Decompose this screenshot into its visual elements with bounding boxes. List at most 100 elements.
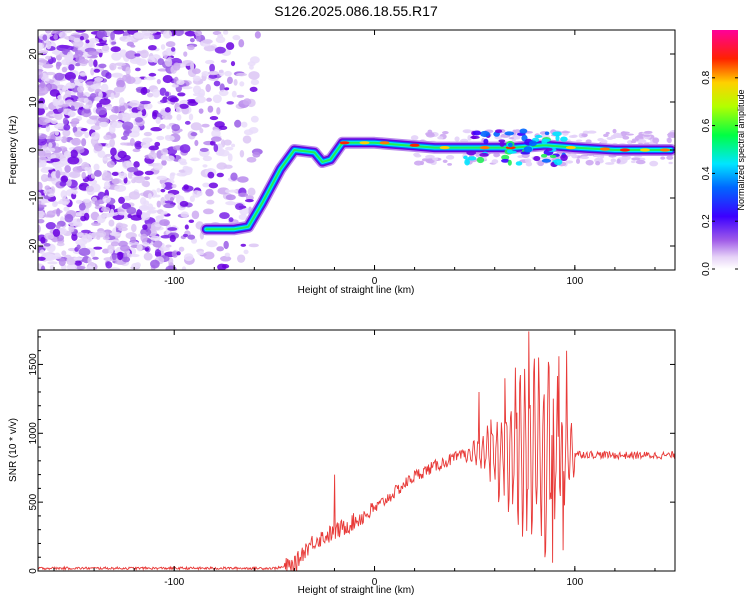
noise-blob: [612, 128, 617, 134]
noise-blob: [202, 39, 213, 44]
turbulence-blob: [483, 138, 489, 145]
noise-blob: [93, 68, 101, 73]
noise-blob: [42, 63, 54, 69]
noise-blob: [64, 214, 74, 223]
noise-blob: [226, 76, 233, 85]
noise-blob: [68, 171, 81, 179]
noise-blob: [141, 108, 147, 117]
noise-blob: [139, 100, 151, 105]
noise-blob: [134, 53, 141, 57]
noise-blob: [54, 136, 63, 141]
noise-blob: [126, 166, 139, 173]
noise-blob: [98, 121, 109, 127]
turbulence-blob: [498, 139, 506, 143]
noise-blob: [159, 219, 170, 226]
noise-blob: [72, 102, 84, 108]
noise-blob: [76, 244, 81, 250]
noise-blob: [139, 197, 147, 206]
noise-blob: [70, 149, 78, 158]
noise-blob: [111, 171, 119, 177]
noise-blob: [198, 108, 204, 114]
noise-blob: [230, 60, 236, 67]
noise-blob: [233, 78, 238, 86]
noise-blob: [77, 85, 85, 93]
noise-blob: [50, 171, 57, 179]
noise-blob: [223, 240, 229, 250]
noise-blob: [414, 154, 422, 158]
noise-blob: [126, 206, 137, 215]
noise-blob: [101, 172, 112, 181]
colorbar-ticks: 0.0 0.2 0.4 0.6 0.8: [701, 70, 738, 276]
turbulence-blob: [494, 129, 503, 133]
noise-blob: [120, 142, 128, 146]
colorbar: 0.0 0.2 0.4 0.6 0.8 Normalized spectral ampl…: [701, 30, 746, 276]
noise-blob: [242, 135, 252, 144]
noise-blob: [52, 201, 58, 208]
noise-blob: [174, 30, 184, 37]
noise-blob: [126, 102, 138, 106]
ridge-hotspot: [565, 146, 576, 150]
noise-blob: [219, 255, 232, 262]
noise-blob: [40, 236, 46, 244]
noise-blob: [586, 130, 597, 134]
noise-blob: [163, 203, 175, 209]
noise-blob: [152, 240, 163, 248]
spectrogram-y-tick-label: 20: [28, 48, 39, 60]
noise-blob: [228, 189, 238, 193]
noise-blob: [156, 79, 161, 85]
noise-blob: [63, 124, 71, 131]
noise-blob: [238, 39, 245, 48]
noise-blob: [94, 169, 102, 177]
noise-blob: [595, 161, 601, 166]
noise-blob: [111, 121, 124, 129]
noise-blob: [106, 160, 115, 168]
snr-y-tick-label: 500: [28, 493, 39, 510]
noise-blob: [90, 211, 100, 221]
noise-blob: [130, 236, 137, 243]
noise-blob: [60, 175, 69, 183]
noise-blob: [38, 50, 49, 55]
noise-blob: [39, 249, 45, 255]
spectrogram-y-tick-label: -20: [28, 238, 39, 253]
turbulence-blob: [479, 152, 489, 157]
noise-blob: [148, 210, 157, 214]
noise-blob: [102, 36, 108, 41]
noise-blob: [235, 203, 245, 210]
noise-blob: [222, 30, 229, 35]
noise-blob: [209, 115, 219, 121]
noise-blob: [238, 192, 249, 198]
noise-blob: [230, 143, 236, 148]
noise-blob: [108, 219, 115, 227]
noise-blob: [38, 70, 43, 79]
noise-blob: [166, 125, 171, 130]
noise-blob: [66, 263, 78, 270]
noise-blob: [525, 161, 533, 167]
noise-blob: [537, 160, 544, 167]
noise-blob: [121, 256, 131, 263]
noise-blob: [143, 76, 156, 81]
spectrogram-x-tick-label: -100: [164, 276, 184, 287]
noise-blob: [81, 138, 87, 147]
noise-blob: [160, 148, 169, 155]
noise-blob: [207, 105, 214, 113]
noise-blob: [159, 123, 166, 130]
turbulence-blob: [464, 158, 470, 166]
noise-blob: [61, 30, 67, 33]
colorbar-tick-label: 0.4: [701, 166, 712, 180]
noise-blob: [225, 201, 236, 206]
noise-blob: [190, 131, 198, 137]
noise-blob: [212, 94, 222, 104]
noise-blob: [666, 155, 674, 160]
noise-blob: [231, 90, 237, 98]
noise-blob: [136, 209, 143, 219]
turbulence-blob: [463, 155, 468, 160]
noise-blob: [111, 52, 122, 61]
noise-blob: [187, 99, 199, 107]
noise-blob: [642, 134, 651, 137]
noise-blob: [425, 154, 435, 159]
noise-blob: [67, 247, 76, 252]
noise-blob: [425, 131, 435, 136]
noise-blob: [90, 131, 100, 140]
